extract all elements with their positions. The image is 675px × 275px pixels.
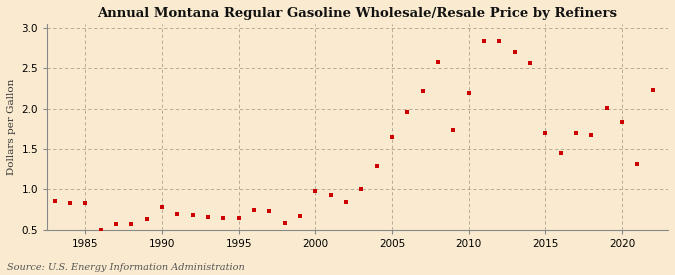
Point bbox=[433, 60, 443, 64]
Point bbox=[295, 214, 306, 218]
Point bbox=[141, 217, 152, 221]
Point bbox=[126, 222, 137, 226]
Point bbox=[417, 89, 428, 93]
Point bbox=[172, 211, 183, 216]
Point bbox=[80, 201, 91, 205]
Point bbox=[202, 215, 213, 219]
Point bbox=[402, 110, 413, 114]
Point bbox=[218, 216, 229, 220]
Point bbox=[463, 90, 474, 95]
Point bbox=[601, 106, 612, 110]
Point bbox=[387, 135, 398, 139]
Point bbox=[264, 209, 275, 213]
Point bbox=[632, 162, 643, 167]
Point bbox=[157, 205, 167, 209]
Point bbox=[448, 127, 459, 132]
Point bbox=[95, 228, 106, 232]
Point bbox=[234, 216, 244, 220]
Point bbox=[49, 199, 60, 203]
Point bbox=[341, 200, 352, 205]
Point bbox=[188, 213, 198, 218]
Point bbox=[570, 131, 581, 135]
Point bbox=[356, 187, 367, 192]
Point bbox=[494, 39, 505, 43]
Point bbox=[647, 88, 658, 92]
Point bbox=[510, 50, 520, 54]
Point bbox=[248, 207, 259, 212]
Text: Source: U.S. Energy Information Administration: Source: U.S. Energy Information Administ… bbox=[7, 263, 244, 272]
Point bbox=[310, 189, 321, 193]
Point bbox=[325, 193, 336, 197]
Point bbox=[371, 164, 382, 168]
Y-axis label: Dollars per Gallon: Dollars per Gallon bbox=[7, 79, 16, 175]
Point bbox=[111, 222, 122, 226]
Point bbox=[540, 131, 551, 135]
Point bbox=[479, 39, 489, 43]
Point bbox=[279, 221, 290, 226]
Point bbox=[586, 132, 597, 137]
Point bbox=[524, 61, 535, 66]
Point bbox=[65, 201, 76, 205]
Point bbox=[556, 151, 566, 155]
Title: Annual Montana Regular Gasoline Wholesale/Resale Price by Refiners: Annual Montana Regular Gasoline Wholesal… bbox=[98, 7, 618, 20]
Point bbox=[617, 119, 628, 124]
